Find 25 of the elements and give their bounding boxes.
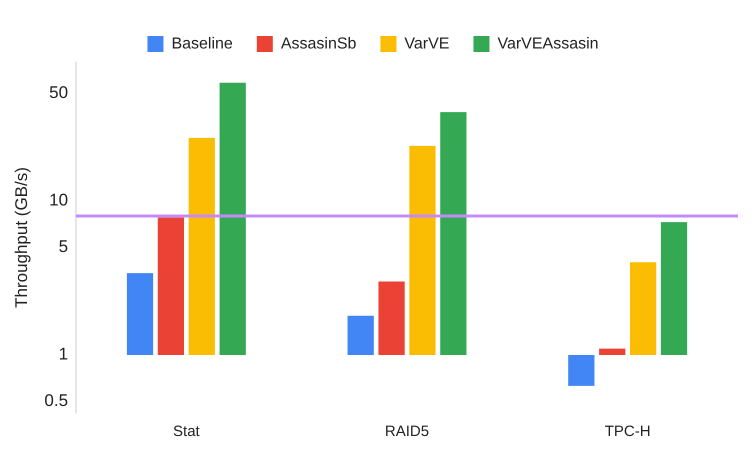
bar [599,348,626,355]
bar [188,138,215,355]
x-tick-label: Stat [173,423,201,440]
bar [158,218,184,355]
bar [660,222,688,355]
bar [378,282,405,355]
legend-label: Baseline [171,35,233,52]
bar [409,146,436,355]
bar [630,262,656,355]
y-tick-label: 5 [58,237,68,256]
y-tick-label: 50 [49,83,68,102]
y-tick-label: 1 [58,344,68,364]
y-tick-label: 10 [49,190,68,210]
x-tick-label: RAID5 [384,423,430,440]
bar [126,273,154,355]
bar [220,82,246,355]
x-tick-label: TPC-H [604,423,651,440]
legend-label: VarVEAssasin [497,35,599,52]
y-axis-title: Throughput (GB/s) [12,167,31,308]
legend-label: AssasinSb [280,35,357,52]
legend-label: VarVE [404,35,450,52]
bar [348,316,374,355]
y-tick-label: 0.5 [44,391,68,410]
bar [568,354,594,386]
bar [440,112,466,355]
